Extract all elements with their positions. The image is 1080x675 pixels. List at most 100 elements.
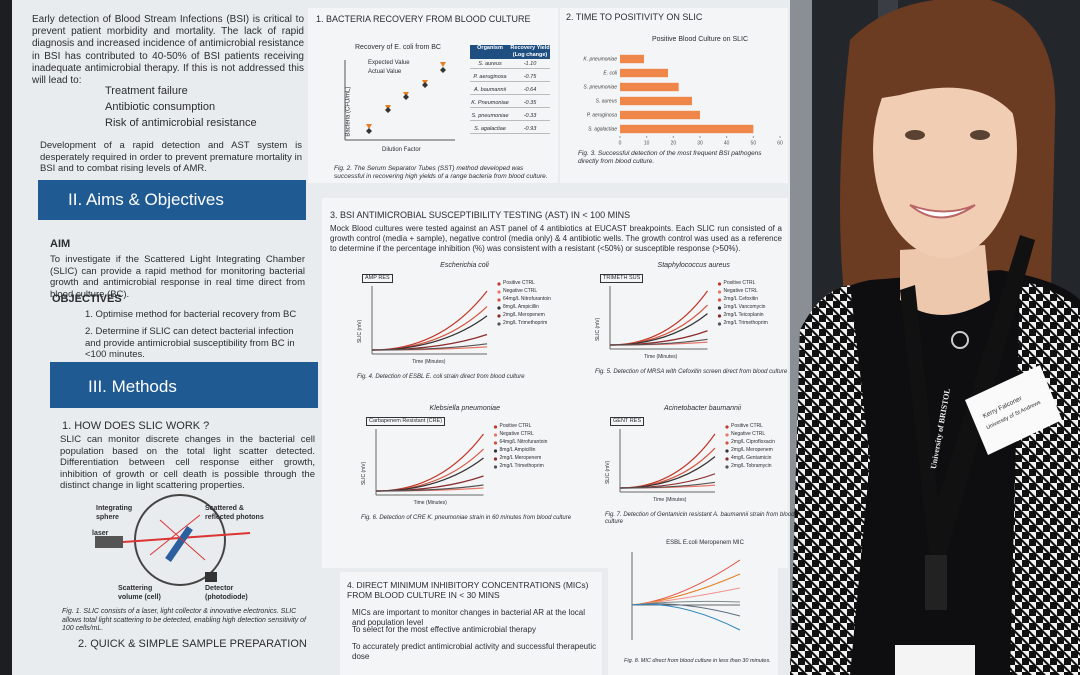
slic-diagram	[95, 494, 251, 586]
ast-text: Mock Blood cultures were tested against …	[330, 224, 782, 253]
legend-label: Negative CTRL	[503, 288, 538, 294]
panel	[340, 572, 602, 675]
legend-marker	[717, 282, 722, 286]
table-cell: S. pneumoniae	[470, 113, 510, 121]
bullet: To accurately predict antimicrobial acti…	[352, 642, 597, 661]
bullet: To select for the most effective antimic…	[352, 625, 536, 634]
curve	[609, 338, 708, 346]
bullet: MICs are important to monitor changes in…	[352, 608, 585, 627]
bar	[620, 68, 668, 78]
y-tick-label: S. aureus	[596, 98, 618, 104]
legend-marker	[725, 441, 729, 445]
bullet: Treatment failure	[105, 85, 188, 97]
legend-marker	[717, 306, 722, 310]
curve	[371, 343, 488, 351]
bullet: Antibiotic consumption	[105, 101, 216, 113]
legend-marker	[493, 441, 498, 445]
subheading: 2. QUICK & SIMPLE SAMPLE PREPARATION	[78, 638, 307, 650]
x-tick-label: 50	[751, 140, 757, 146]
chart-title: Klebsiella pneumoniae	[429, 405, 500, 412]
x-tick-label: 10	[644, 140, 650, 146]
axis-label: Dilution Factor	[382, 147, 421, 153]
section-heading: III. Methods	[88, 377, 177, 396]
axis-label: SLIC (mV)	[360, 461, 367, 486]
y-tick-label: S. agalactiae	[588, 126, 617, 132]
bar	[620, 54, 644, 64]
caption: Fig. 5. Detection of MRSA with Cefoxitin…	[595, 369, 788, 375]
subheading: 1. BACTERIA RECOVERY FROM BLOOD CULTURE	[316, 14, 531, 24]
table-cell: S. agalactiae	[470, 126, 510, 134]
legend-label: Actual Value	[368, 69, 402, 75]
x-tick-label: 60	[777, 140, 783, 146]
caption: Fig. 2. The Serum Separator Tubes (SST) …	[334, 165, 548, 180]
caption: Fig. 7. Detection of Gentamicin resistan…	[605, 512, 795, 526]
table-cell: P. aeruginosa	[470, 74, 510, 82]
y-tick-label: P. aeruginosa	[587, 112, 617, 118]
legend-label: 2mg/L Cefoxitin	[723, 296, 759, 302]
legend-marker	[725, 449, 729, 453]
table-cell: -1.10	[510, 61, 550, 69]
legend-label: 2mg/L Teicoplanin	[723, 312, 764, 318]
y-tick-label: E. coli	[603, 70, 618, 76]
legend-label: 2mg/L Ciprofloxacin	[731, 439, 776, 445]
table-cell: -0.93	[510, 126, 550, 134]
legend-marker	[497, 290, 501, 294]
chart-tag: Carbapenem Resistant (CRE)	[366, 417, 446, 426]
legend-marker	[493, 425, 498, 429]
caption: Fig. 1. SLIC consists of a laser, light …	[62, 608, 306, 633]
methods-banner	[50, 362, 318, 408]
curve	[375, 484, 484, 492]
intro-closing: Development of a rapid detection and AST…	[40, 140, 302, 175]
legend-label: Negative CTRL	[499, 431, 534, 437]
legend-label: Negative CTRL	[731, 431, 766, 437]
y-tick-label: S. pneumoniae	[583, 84, 617, 90]
table-cell: -0.64	[510, 87, 550, 95]
legend-marker	[497, 298, 501, 302]
diagram-label: Scattered & reflected photons	[205, 505, 264, 521]
legend-label: 1mg/L Vancomycin	[723, 304, 766, 310]
person	[790, 0, 1080, 675]
axis-label: Time (Minutes)	[644, 354, 678, 360]
table-header: Recovery Yield (Log change)	[510, 45, 550, 59]
diagram-label: Detector (photodiode)	[205, 585, 248, 601]
caption: Fig. 8. MIC direct from blood culture in…	[624, 658, 771, 664]
section-heading: II. Aims & Objectives	[68, 190, 224, 209]
table-cell: S. aureus	[470, 61, 510, 69]
axis-label: Time (Minutes)	[412, 359, 446, 365]
axis-label: Time (Minutes)	[413, 500, 447, 506]
intro-text: Early detection of Blood Stream Infectio…	[32, 14, 304, 86]
chart-title: Acinetobacter baumannii	[663, 405, 742, 412]
legend-marker	[493, 449, 498, 453]
legend-label: 4mg/L Gentamicin	[731, 455, 772, 461]
subheading: 4. DIRECT MINIMUM INHIBITORY CONCENTRATI…	[347, 580, 589, 601]
table-cell: -0.35	[510, 100, 550, 108]
chart-title: Escherichia coli	[440, 262, 489, 269]
x-tick-label: 30	[697, 140, 703, 146]
label: OBJECTIVES	[52, 293, 122, 305]
legend-marker	[717, 322, 722, 326]
chart-tag: AMP RES	[362, 274, 393, 283]
curve	[619, 481, 716, 489]
chart-tag: TRIMETH SUS	[600, 274, 644, 283]
caption: Fig. 4. Detection of ESBL E. coli strain…	[357, 374, 525, 380]
x-tick-label: 0	[619, 140, 622, 146]
axis-label: Bacteria (CFU/mL)	[345, 86, 352, 137]
methods-text: SLIC can monitor discrete changes in the…	[60, 434, 315, 492]
y-tick-label: K. pneumoniae	[583, 56, 617, 62]
legend-label: Positive CTRL	[723, 280, 756, 286]
chart-title: Positive Blood Culture on SLIC	[651, 36, 749, 43]
legend-label: 2mg/L Trimethoprim	[499, 463, 544, 469]
legend-marker	[497, 282, 501, 286]
legend-marker	[493, 457, 498, 461]
legend-label: Positive CTRL	[503, 280, 535, 286]
legend-marker	[717, 290, 722, 294]
diagram-label: Scattering volume (cell)	[118, 585, 161, 601]
bar	[620, 110, 700, 120]
x-tick-label: 20	[671, 140, 677, 146]
legend-label: 2mg/L Meropenem	[503, 312, 545, 318]
bar	[620, 124, 754, 134]
legend-label: 2mg/L Tobramycin	[731, 463, 772, 469]
x-tick-label: 40	[724, 140, 730, 146]
legend-marker	[497, 306, 501, 310]
